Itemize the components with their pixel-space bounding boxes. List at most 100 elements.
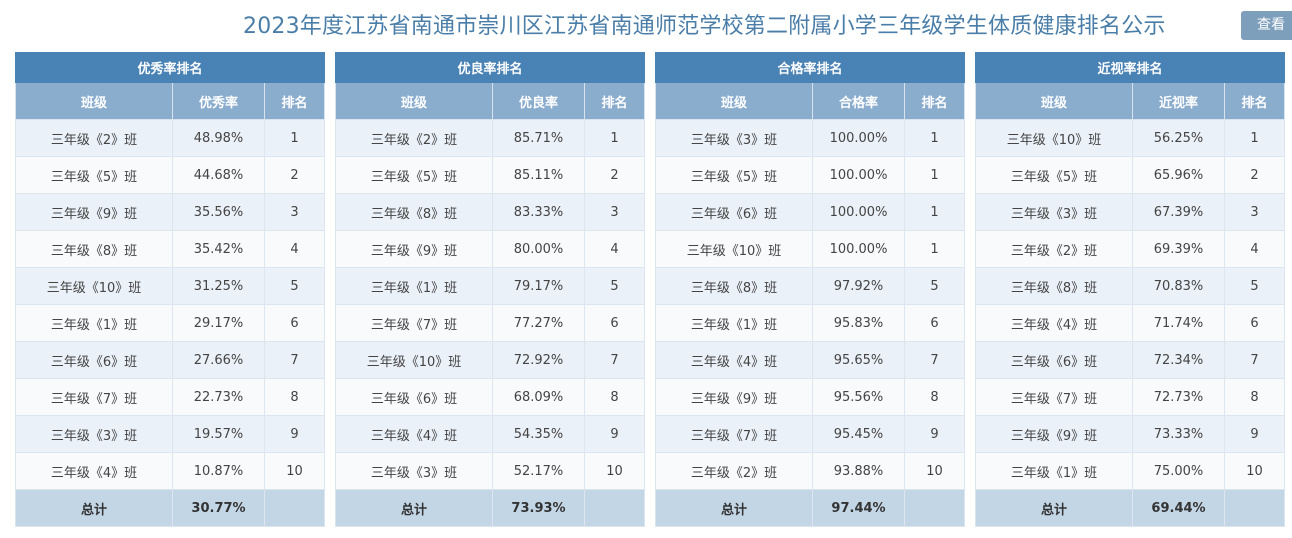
class-name-cell: 三年级《3》班 — [335, 452, 493, 490]
column-header-rank: 排名 — [263, 82, 326, 120]
rank-cell: 7 — [263, 341, 326, 379]
table-row: 三年级《3》班 19.57% 9 — [15, 415, 326, 453]
rate-cell: 65.96% — [1132, 156, 1225, 194]
class-name-cell: 三年级《3》班 — [15, 415, 173, 453]
column-header-rate: 优秀率 — [172, 82, 265, 120]
total-rank-empty — [263, 489, 326, 527]
total-rank-empty — [903, 489, 966, 527]
rank-cell: 5 — [583, 267, 646, 305]
column-header-rank: 排名 — [1223, 82, 1286, 120]
class-name-cell: 三年级《10》班 — [335, 341, 493, 379]
rate-cell: 100.00% — [812, 193, 905, 231]
class-name-cell: 三年级《3》班 — [975, 193, 1133, 231]
table-row: 三年级《10》班 31.25% 5 — [15, 267, 326, 305]
rank-cell: 5 — [1223, 267, 1286, 305]
rate-cell: 35.56% — [172, 193, 265, 231]
ranking-panel-pass-rate: 合格率排名 班级 合格率 排名 三年级《3》班 100.00% 1 三年级《5》班 100.00… — [654, 52, 966, 527]
rank-cell: 9 — [583, 415, 646, 453]
table-row: 三年级《7》班 22.73% 8 — [15, 378, 326, 416]
class-name-cell: 三年级《3》班 — [655, 119, 813, 157]
class-name-cell: 三年级《6》班 — [335, 378, 493, 416]
table-row: 三年级《6》班 72.34% 7 — [975, 341, 1286, 379]
class-name-cell: 三年级《9》班 — [975, 415, 1133, 453]
class-name-cell: 三年级《8》班 — [15, 230, 173, 268]
rate-cell: 19.57% — [172, 415, 265, 453]
ranking-table: 优良率排名 班级 优良率 排名 三年级《2》班 85.71% 1 三年级《5》班 85.11% 2… — [334, 52, 646, 527]
rate-cell: 72.34% — [1132, 341, 1225, 379]
rate-cell: 29.17% — [172, 304, 265, 342]
table-row: 三年级《10》班 56.25% 1 — [975, 119, 1286, 157]
rank-cell: 9 — [903, 415, 966, 453]
rank-cell: 6 — [903, 304, 966, 342]
table-row: 三年级《8》班 35.42% 4 — [15, 230, 326, 268]
rate-cell: 85.11% — [492, 156, 585, 194]
total-rank-empty — [583, 489, 646, 527]
rank-cell: 10 — [263, 452, 326, 490]
total-value: 69.44% — [1132, 489, 1225, 527]
rate-cell: 97.92% — [812, 267, 905, 305]
table-row: 三年级《6》班 68.09% 8 — [335, 378, 646, 416]
total-value: 97.44% — [812, 489, 905, 527]
rate-cell: 31.25% — [172, 267, 265, 305]
rate-cell: 72.73% — [1132, 378, 1225, 416]
table-row: 三年级《2》班 93.88% 10 — [655, 452, 966, 490]
rank-cell: 6 — [263, 304, 326, 342]
rate-cell: 75.00% — [1132, 452, 1225, 490]
table-row: 三年级《8》班 83.33% 3 — [335, 193, 646, 231]
class-name-cell: 三年级《2》班 — [15, 119, 173, 157]
rank-cell: 8 — [1223, 378, 1286, 416]
table-row: 三年级《6》班 27.66% 7 — [15, 341, 326, 379]
rank-cell: 4 — [263, 230, 326, 268]
table-row: 三年级《8》班 70.83% 5 — [975, 267, 1286, 305]
rate-cell: 70.83% — [1132, 267, 1225, 305]
table-caption-row: 合格率排名 — [654, 52, 966, 83]
class-name-cell: 三年级《10》班 — [655, 230, 813, 268]
rate-cell: 52.17% — [492, 452, 585, 490]
table-row: 三年级《3》班 67.39% 3 — [975, 193, 1286, 231]
table-row: 三年级《9》班 80.00% 4 — [335, 230, 646, 268]
rank-cell: 3 — [263, 193, 326, 231]
rate-cell: 10.87% — [172, 452, 265, 490]
table-row: 三年级《9》班 95.56% 8 — [655, 378, 966, 416]
class-name-cell: 三年级《6》班 — [15, 341, 173, 379]
rate-cell: 100.00% — [812, 119, 905, 157]
table-row: 三年级《7》班 72.73% 8 — [975, 378, 1286, 416]
class-name-cell: 三年级《6》班 — [655, 193, 813, 231]
class-name-cell: 三年级《6》班 — [975, 341, 1133, 379]
class-name-cell: 三年级《4》班 — [655, 341, 813, 379]
table-caption: 合格率排名 — [654, 52, 966, 83]
ranking-panel-excellence-rate: 优秀率排名 班级 优秀率 排名 三年级《2》班 48.98% 1 三年级《5》班 44.68% 2… — [14, 52, 326, 527]
rank-cell: 2 — [583, 156, 646, 194]
table-row: 三年级《1》班 29.17% 6 — [15, 304, 326, 342]
rate-cell: 93.88% — [812, 452, 905, 490]
table-header-row: 班级 优良率 排名 — [335, 82, 646, 120]
class-name-cell: 三年级《8》班 — [655, 267, 813, 305]
rate-cell: 73.33% — [1132, 415, 1225, 453]
table-row: 三年级《5》班 44.68% 2 — [15, 156, 326, 194]
view-button[interactable]: 查看 — [1241, 11, 1292, 40]
rate-cell: 100.00% — [812, 230, 905, 268]
table-row: 三年级《1》班 75.00% 10 — [975, 452, 1286, 490]
rate-cell: 22.73% — [172, 378, 265, 416]
total-rank-empty — [1223, 489, 1286, 527]
rate-cell: 54.35% — [492, 415, 585, 453]
rate-cell: 95.65% — [812, 341, 905, 379]
rank-cell: 6 — [1223, 304, 1286, 342]
table-row: 三年级《4》班 10.87% 10 — [15, 452, 326, 490]
class-name-cell: 三年级《7》班 — [335, 304, 493, 342]
class-name-cell: 三年级《1》班 — [335, 267, 493, 305]
column-header-rank: 排名 — [903, 82, 966, 120]
rank-cell: 1 — [903, 156, 966, 194]
rate-cell: 69.39% — [1132, 230, 1225, 268]
rank-cell: 9 — [263, 415, 326, 453]
table-header-row: 班级 近视率 排名 — [975, 82, 1286, 120]
rate-cell: 48.98% — [172, 119, 265, 157]
rank-cell: 1 — [583, 119, 646, 157]
class-name-cell: 三年级《4》班 — [975, 304, 1133, 342]
total-row: 总计 30.77% — [15, 489, 326, 527]
table-caption: 优秀率排名 — [14, 52, 326, 83]
column-header-class: 班级 — [975, 82, 1133, 120]
class-name-cell: 三年级《7》班 — [655, 415, 813, 453]
rate-cell: 100.00% — [812, 156, 905, 194]
table-caption-row: 优秀率排名 — [14, 52, 326, 83]
